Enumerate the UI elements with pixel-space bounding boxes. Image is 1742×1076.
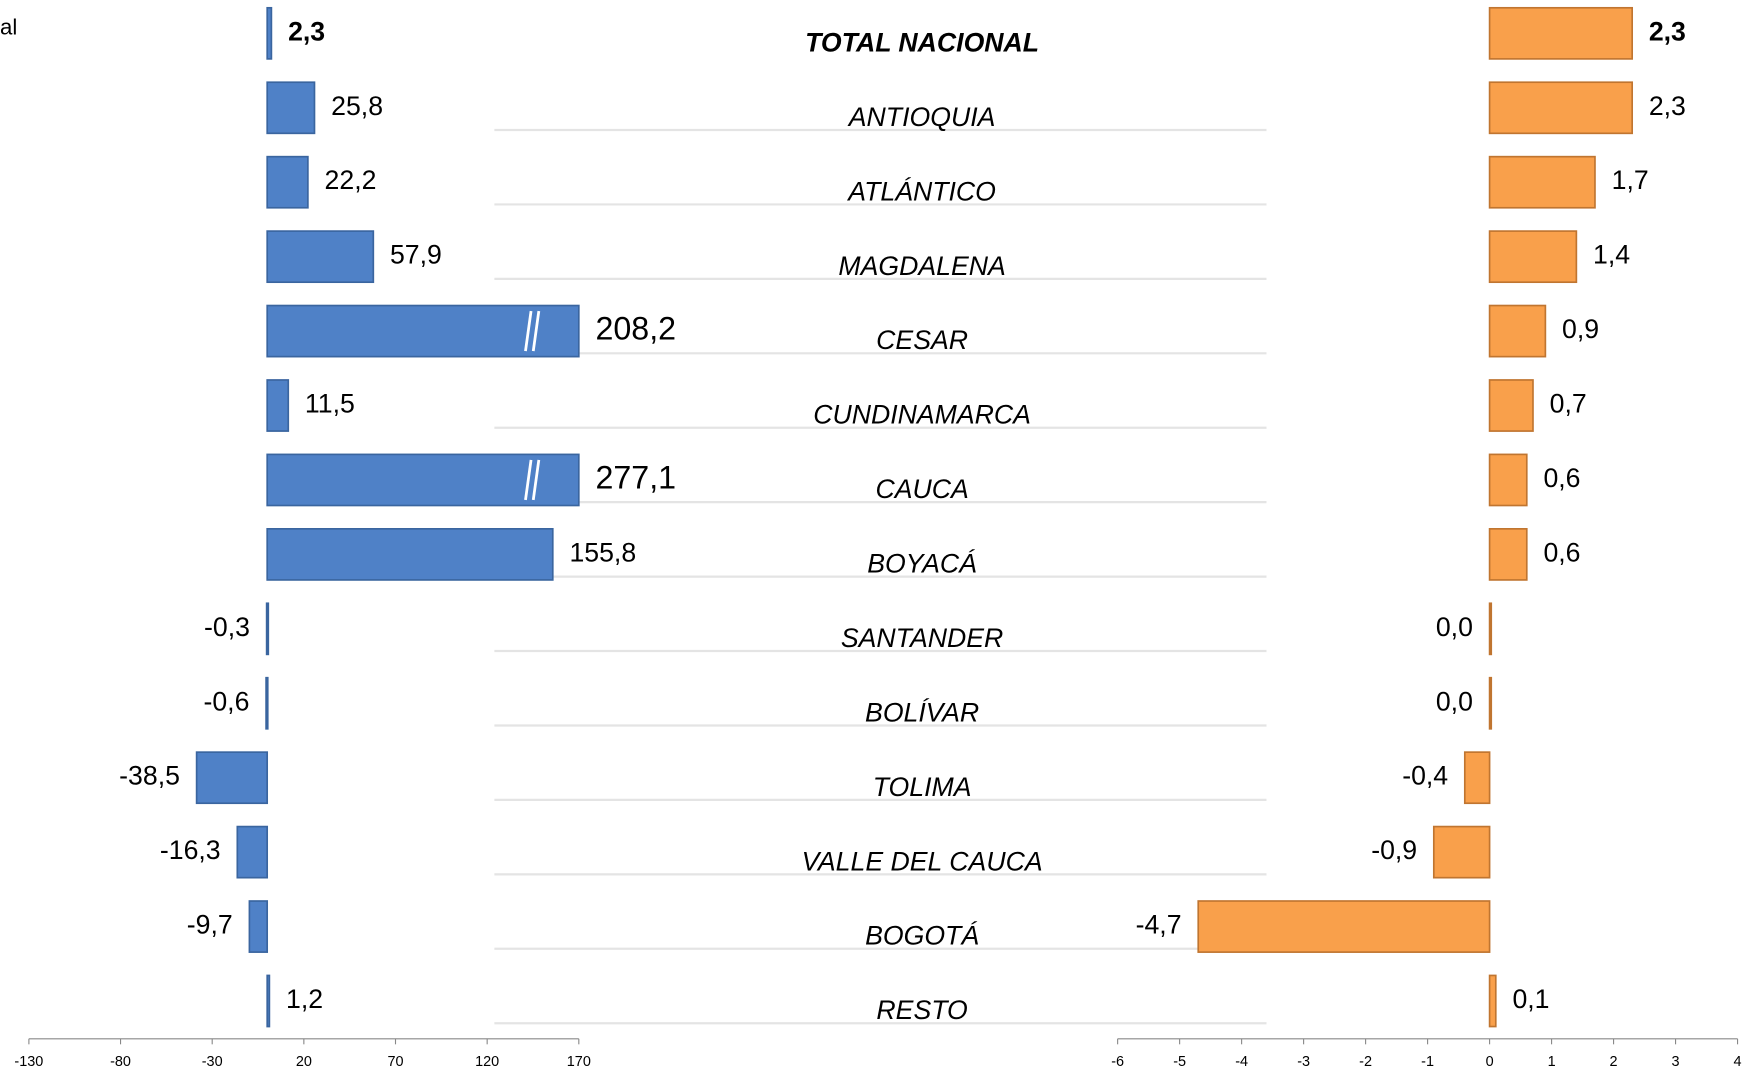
value-label: 1,2 [286, 984, 323, 1014]
break-mark [524, 310, 533, 352]
bar [1488, 6, 1634, 60]
value-label: 1,4 [1593, 240, 1630, 270]
value-label: 57,9 [390, 240, 442, 270]
category-label: BOGOTÁ [865, 921, 979, 951]
x-tick-label: -80 [110, 1054, 131, 1070]
value-label: 11,5 [305, 389, 355, 419]
cut-text: al [0, 15, 17, 40]
x-tick-label: 70 [387, 1054, 403, 1070]
x-tick-label: 20 [296, 1054, 312, 1070]
bar [1488, 453, 1528, 507]
value-label: 155,8 [569, 537, 636, 567]
x-tick-label: -130 [14, 1054, 43, 1070]
value-label: -0,4 [1402, 761, 1448, 791]
break-mark [531, 310, 541, 352]
value-label: -0,6 [203, 686, 249, 716]
category-label: ANTIOQUIA [847, 102, 996, 132]
x-tick-label: 3 [1672, 1054, 1680, 1070]
value-label: 25,8 [331, 91, 383, 121]
x-tick-label: -3 [1297, 1054, 1310, 1070]
value-label: 277,1 [595, 459, 676, 495]
value-label: -4,7 [1136, 910, 1182, 940]
bar [265, 676, 269, 730]
x-tick-label: 120 [475, 1054, 499, 1070]
bar [1488, 379, 1534, 432]
value-label: -9,7 [187, 910, 233, 940]
value-label: -16,3 [160, 835, 221, 865]
bar [265, 602, 270, 656]
break-mark [524, 459, 533, 501]
bar [266, 230, 375, 284]
bar [1197, 900, 1491, 953]
value-label: 0,1 [1512, 984, 1549, 1014]
value-label: 2,3 [288, 16, 325, 46]
x-tick-label: 170 [567, 1054, 591, 1070]
value-label: -0,3 [204, 612, 250, 642]
x-tick-label: -6 [1111, 1054, 1124, 1070]
bar [248, 900, 269, 953]
category-label: MAGDALENA [838, 251, 1005, 281]
x-tick-label: 1 [1548, 1054, 1556, 1070]
break-mark [531, 459, 541, 501]
bar [1488, 974, 1497, 1028]
category-label: SANTANDER [841, 623, 1003, 653]
bar [1488, 81, 1634, 135]
bar [266, 379, 290, 432]
bar [1432, 825, 1491, 879]
bar [1488, 676, 1493, 730]
value-label: 0,7 [1550, 389, 1587, 419]
category-label: BOYACÁ [867, 549, 977, 579]
x-tick-label: 2 [1610, 1054, 1618, 1070]
bar [266, 528, 554, 581]
value-label: 2,3 [1649, 16, 1686, 46]
value-label: 208,2 [595, 311, 676, 347]
x-tick-label: -2 [1359, 1054, 1372, 1070]
category-label: TOTAL NACIONAL [805, 27, 1039, 57]
value-label: 1,7 [1612, 165, 1649, 195]
category-label: BOLÍVAR [865, 697, 979, 727]
bar [1488, 155, 1596, 209]
bar [266, 974, 271, 1028]
category-label: CESAR [876, 325, 968, 355]
x-tick-label: -5 [1173, 1054, 1186, 1070]
bar [266, 155, 309, 209]
bar [1488, 304, 1547, 358]
category-label: TOLIMA [873, 772, 972, 802]
bar [1488, 528, 1528, 581]
category-label: CUNDINAMARCA [813, 400, 1031, 430]
category-label: VALLE DEL CAUCA [802, 846, 1043, 876]
bar [1488, 602, 1493, 656]
bar [236, 825, 269, 879]
x-tick-label: -4 [1235, 1054, 1248, 1070]
category-label: CAUCA [875, 474, 968, 504]
x-tick-label: -1 [1421, 1054, 1434, 1070]
category-label: RESTO [876, 995, 967, 1025]
value-label: 0,0 [1436, 612, 1473, 642]
value-label: -0,9 [1371, 835, 1417, 865]
value-label: 0,0 [1436, 686, 1473, 716]
bar [266, 81, 316, 135]
value-label: 2,3 [1649, 91, 1686, 121]
bar [1463, 751, 1491, 805]
x-tick-label: 0 [1486, 1054, 1494, 1070]
bar [1488, 230, 1578, 284]
value-label: 0,6 [1543, 537, 1580, 567]
x-tick-label: 4 [1734, 1054, 1742, 1070]
value-label: 0,9 [1562, 314, 1599, 344]
bar [266, 6, 273, 60]
category-label: ATLÁNTICO [846, 176, 996, 206]
bar [195, 751, 269, 805]
x-tick-label: -30 [202, 1054, 223, 1070]
value-label: -38,5 [119, 761, 180, 791]
value-label: 22,2 [325, 165, 377, 195]
value-label: 0,6 [1543, 463, 1580, 493]
